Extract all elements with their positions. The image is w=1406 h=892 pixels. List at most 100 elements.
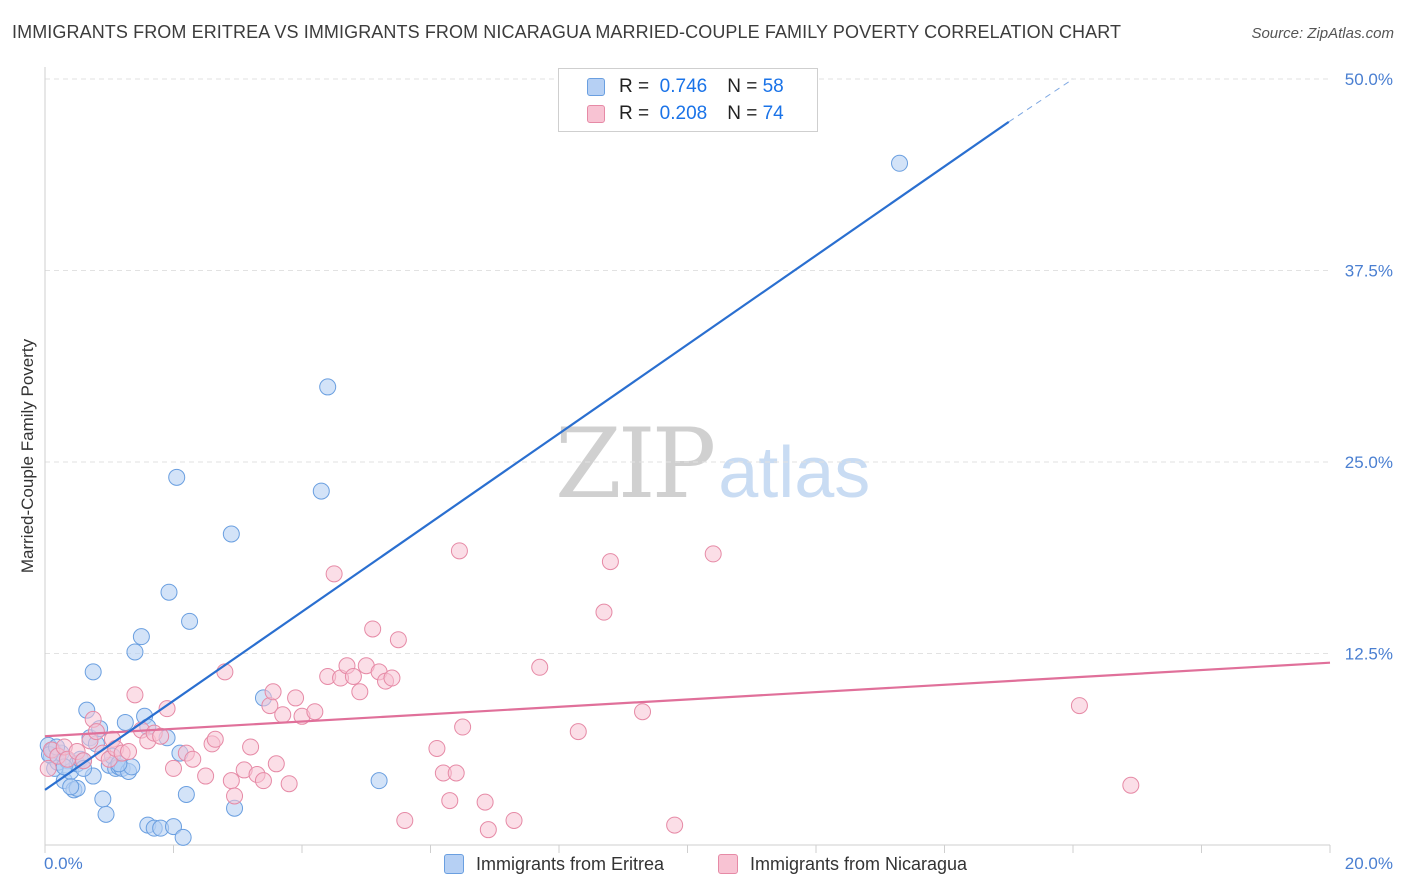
legend-row-nicaragua: R = 0.208 N = 74 xyxy=(587,101,784,127)
legend-swatch-nicaragua xyxy=(587,105,605,123)
point-eritrea-46 xyxy=(312,482,330,500)
legend-r-label: R = xyxy=(619,76,650,97)
point-nicaragua-66 xyxy=(569,723,587,741)
point-nicaragua-0 xyxy=(39,759,57,777)
trend-line-nicaragua xyxy=(44,661,1331,738)
chart-title: IMMIGRANTS FROM ERITREA VS IMMIGRANTS FR… xyxy=(12,22,1122,42)
legend-n-label: N = xyxy=(727,103,758,124)
y-tick-label-0: 12.5% xyxy=(1345,645,1393,664)
point-nicaragua-56 xyxy=(428,739,446,757)
point-eritrea-48 xyxy=(370,772,388,790)
series-swatch-eritrea xyxy=(444,854,464,874)
point-nicaragua-67 xyxy=(595,603,613,621)
point-nicaragua-36 xyxy=(264,683,282,701)
point-nicaragua-16 xyxy=(126,686,144,704)
point-eritrea-57 xyxy=(62,778,80,796)
point-nicaragua-64 xyxy=(505,811,523,829)
watermark: ZIPatlas xyxy=(555,408,870,520)
point-nicaragua-60 xyxy=(450,542,468,560)
legend-n-label: N = xyxy=(727,76,758,97)
point-nicaragua-34 xyxy=(254,772,272,790)
point-nicaragua-47 xyxy=(344,667,362,685)
y-tick-label-3: 50.0% xyxy=(1345,70,1393,89)
point-nicaragua-25 xyxy=(197,767,215,785)
point-nicaragua-48 xyxy=(351,683,369,701)
point-nicaragua-73 xyxy=(1122,776,1140,794)
point-nicaragua-42 xyxy=(306,703,324,721)
point-eritrea-36 xyxy=(160,583,178,601)
point-nicaragua-37 xyxy=(267,755,285,773)
point-nicaragua-68 xyxy=(601,553,619,571)
series-nicaragua-points xyxy=(39,542,1140,839)
series-legend-eritrea: Immigrants from Eritrea xyxy=(444,852,664,876)
point-eritrea-19 xyxy=(97,805,115,823)
point-nicaragua-61 xyxy=(454,718,472,736)
axes xyxy=(44,67,1331,853)
point-nicaragua-62 xyxy=(476,793,494,811)
point-eritrea-47 xyxy=(319,378,337,396)
point-nicaragua-54 xyxy=(389,631,407,649)
point-nicaragua-69 xyxy=(634,703,652,721)
watermark-zip: ZIP xyxy=(555,408,716,520)
tick-labels: 12.5% 25.0% 37.5% 50.0% 0.0% 20.0% xyxy=(44,70,1393,873)
point-nicaragua-72 xyxy=(1070,697,1088,715)
point-eritrea-29 xyxy=(132,628,150,646)
y-axis-label: Married-Couple Family Poverty xyxy=(18,338,37,574)
point-nicaragua-38 xyxy=(274,706,292,724)
point-eritrea-40 xyxy=(174,828,192,846)
series-label-eritrea: Immigrants from Eritrea xyxy=(476,853,665,874)
point-nicaragua-24 xyxy=(184,750,202,768)
point-eritrea-18 xyxy=(94,790,112,808)
point-nicaragua-9 xyxy=(87,723,105,741)
series-eritrea-points xyxy=(39,154,909,846)
point-nicaragua-30 xyxy=(226,787,244,805)
x-tick-label-max: 20.0% xyxy=(1345,854,1393,873)
point-nicaragua-50 xyxy=(364,620,382,638)
point-nicaragua-55 xyxy=(396,811,414,829)
trend-line-eritrea xyxy=(44,120,1010,791)
point-eritrea-42 xyxy=(181,612,199,630)
x-tick-label-min: 0.0% xyxy=(44,854,83,873)
legend-swatch-eritrea xyxy=(587,78,605,96)
point-nicaragua-53 xyxy=(383,669,401,687)
series-label-nicaragua: Immigrants from Nicaragua xyxy=(750,853,968,874)
trend-line-eritrea-extension xyxy=(1008,78,1074,123)
point-nicaragua-71 xyxy=(704,545,722,563)
point-nicaragua-40 xyxy=(287,689,305,707)
legend-row-eritrea: R = 0.746 N = 58 xyxy=(587,74,784,100)
legend-r-value-nicaragua: 0.208 xyxy=(659,103,708,124)
point-eritrea-25 xyxy=(116,713,134,731)
point-eritrea-49 xyxy=(891,154,909,172)
point-nicaragua-21 xyxy=(158,700,176,718)
point-nicaragua-58 xyxy=(441,792,459,810)
point-eritrea-41 xyxy=(177,785,195,803)
watermark-atlas: atlas xyxy=(718,433,871,513)
trend-lines xyxy=(44,78,1331,791)
point-nicaragua-59 xyxy=(447,764,465,782)
correlation-legend: R = 0.746 N = 58 R = 0.208 N = 74 xyxy=(558,68,818,132)
y-tick-label-2: 37.5% xyxy=(1345,262,1393,281)
point-nicaragua-27 xyxy=(206,730,224,748)
series-swatch-nicaragua xyxy=(718,854,738,874)
legend-r-label: R = xyxy=(619,103,650,124)
point-nicaragua-63 xyxy=(479,821,497,839)
point-nicaragua-20 xyxy=(152,727,170,745)
legend-n-value-nicaragua: 74 xyxy=(762,103,784,124)
point-eritrea-43 xyxy=(222,525,240,543)
point-nicaragua-32 xyxy=(242,738,260,756)
point-nicaragua-15 xyxy=(120,743,138,761)
point-eritrea-55 xyxy=(84,663,102,681)
point-nicaragua-29 xyxy=(222,772,240,790)
point-nicaragua-70 xyxy=(666,816,684,834)
grid-lines xyxy=(45,78,1330,654)
point-eritrea-28 xyxy=(126,643,144,661)
point-nicaragua-44 xyxy=(325,565,343,583)
point-nicaragua-65 xyxy=(531,658,549,676)
y-tick-label-1: 25.0% xyxy=(1345,453,1393,472)
source-credit: Source: ZipAtlas.com xyxy=(1251,25,1394,42)
point-nicaragua-39 xyxy=(280,775,298,793)
legend-n-value-eritrea: 58 xyxy=(762,76,784,97)
point-eritrea-38 xyxy=(168,468,186,486)
point-eritrea-37 xyxy=(165,818,182,836)
